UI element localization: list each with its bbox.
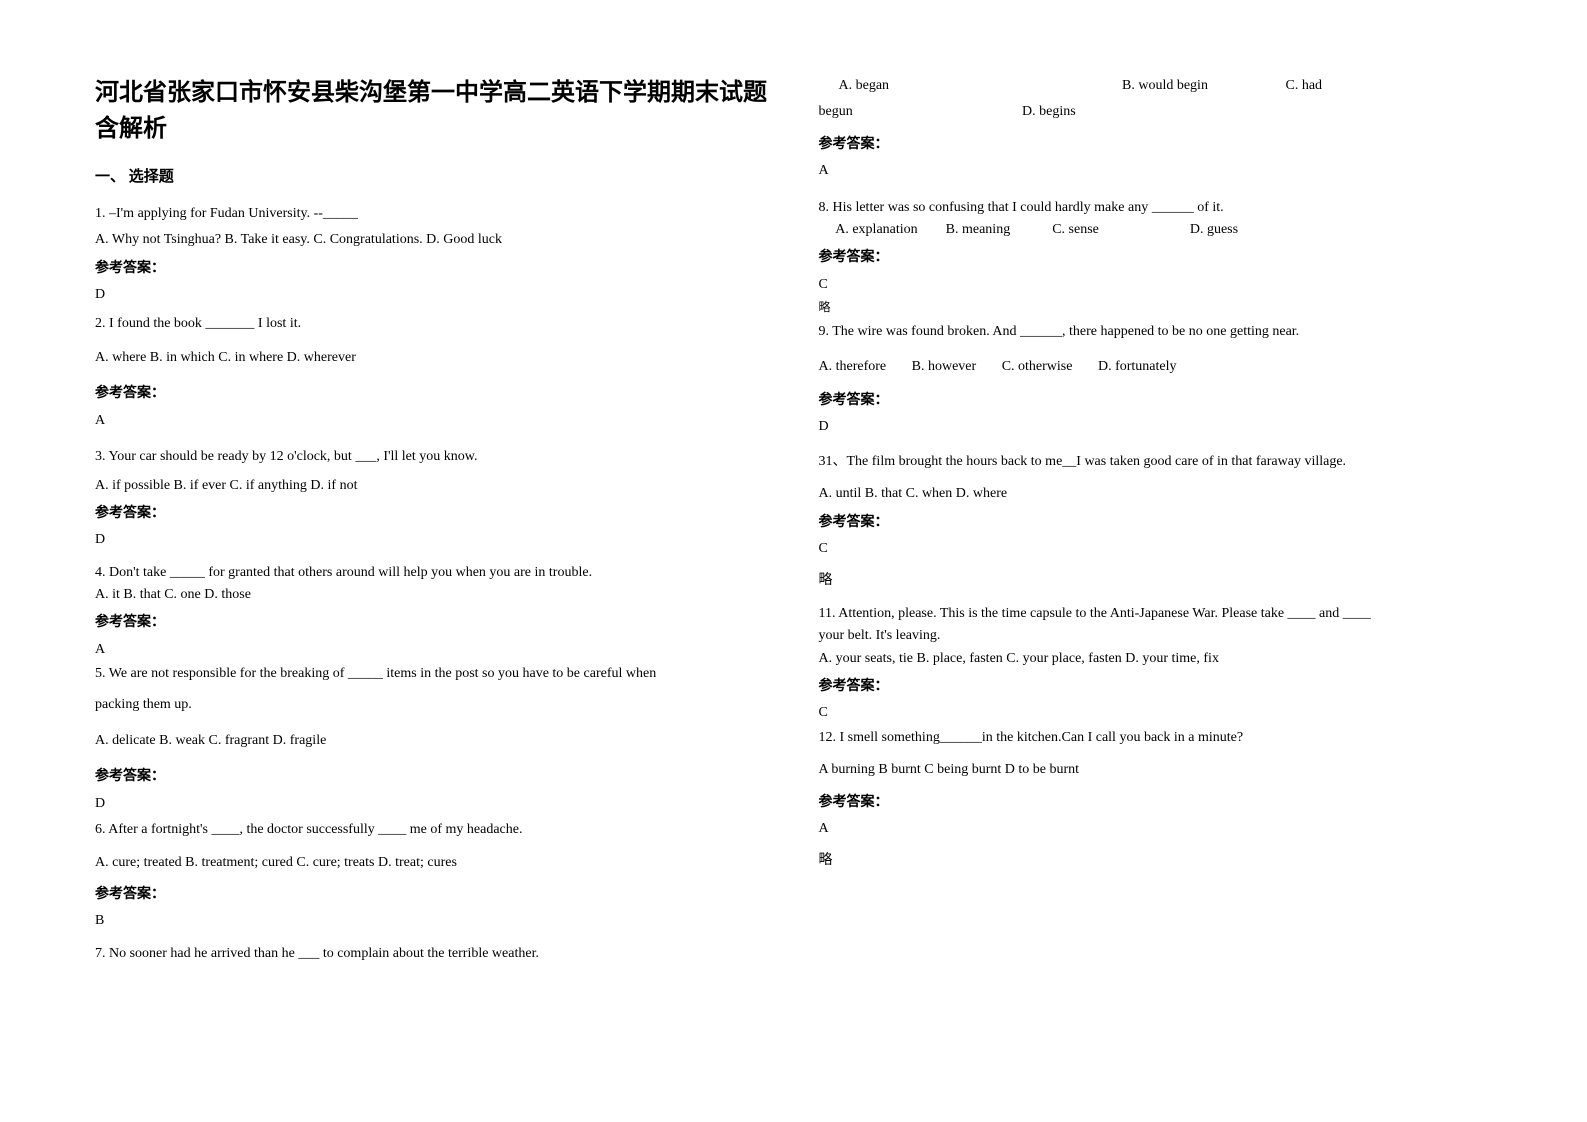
question-5-stem-line2: packing them up.: [95, 694, 769, 716]
question-8-options: A. explanation B. meaning C. sense D. gu…: [819, 219, 1493, 241]
question-11-answer: C: [819, 702, 1493, 724]
question-7-opt-d: D. begins: [1022, 101, 1076, 123]
question-10-stem: 31、The film brought the hours back to me…: [819, 451, 1493, 473]
question-9-opt-a: A. therefore: [819, 359, 887, 374]
question-7-options-row1: A. began B. would begin C. had: [819, 75, 1493, 97]
question-12-answer: A: [819, 818, 1493, 840]
question-11-stem-line2: your belt. It's leaving.: [819, 625, 1493, 647]
answer-label: 参考答案：: [819, 792, 1493, 814]
question-12-note: 略: [819, 850, 1493, 872]
question-9-opt-d: D. fortunately: [1098, 359, 1177, 374]
question-3-answer: D: [95, 529, 769, 551]
answer-label: 参考答案：: [95, 258, 769, 280]
question-9-options: A. therefore B. however C. otherwise D. …: [819, 356, 1493, 378]
question-4-stem: 4. Don't take _____ for granted that oth…: [95, 562, 769, 584]
question-9-answer: D: [819, 416, 1493, 438]
question-12-options: A burning B burnt C being burnt D to be …: [819, 759, 1493, 781]
answer-label: 参考答案：: [819, 512, 1493, 534]
question-2-options: A. where B. in which C. in where D. wher…: [95, 347, 769, 369]
question-3-stem: 3. Your car should be ready by 12 o'cloc…: [95, 446, 769, 468]
answer-label: 参考答案：: [819, 676, 1493, 698]
question-8-note: 略: [819, 298, 1493, 317]
answer-label: 参考答案：: [95, 884, 769, 906]
answer-label: 参考答案：: [95, 503, 769, 525]
question-7-opt-b: B. would begin: [1122, 75, 1282, 97]
question-6-stem: 6. After a fortnight's ____, the doctor …: [95, 819, 769, 841]
answer-label: 参考答案：: [95, 383, 769, 405]
document-page: 河北省张家口市怀安县柴沟堡第一中学高二英语下学期期末试题含解析 一、 选择题 1…: [0, 0, 1587, 1009]
question-2-answer: A: [95, 410, 769, 432]
question-7-options-row2: begun D. begins: [819, 101, 1493, 123]
question-7-stem: 7. No sooner had he arrived than he ___ …: [95, 943, 769, 965]
answer-label: 参考答案：: [95, 766, 769, 788]
section-heading: 一、 选择题: [95, 165, 769, 189]
question-8-answer: C: [819, 274, 1493, 296]
question-12-stem: 12. I smell something______in the kitche…: [819, 727, 1493, 749]
question-10-note: 略: [819, 570, 1493, 592]
question-4-answer: A: [95, 639, 769, 661]
question-10-options: A. until B. that C. when D. where: [819, 483, 1493, 505]
question-3-options: A. if possible B. if ever C. if anything…: [95, 475, 769, 497]
question-1-answer: D: [95, 284, 769, 306]
question-11-stem-line1: 11. Attention, please. This is the time …: [819, 603, 1493, 625]
document-title: 河北省张家口市怀安县柴沟堡第一中学高二英语下学期期末试题含解析: [95, 75, 769, 147]
question-2-stem: 2. I found the book _______ I lost it.: [95, 313, 769, 335]
question-11-options: A. your seats, tie B. place, fasten C. y…: [819, 648, 1493, 670]
question-6-answer: B: [95, 910, 769, 932]
question-1-stem: 1. –I'm applying for Fudan University. -…: [95, 203, 769, 225]
question-7-opt-a: A. began: [819, 75, 1119, 97]
answer-label: 参考答案：: [95, 612, 769, 634]
answer-label: 参考答案：: [819, 134, 1493, 156]
question-7-cont: begun: [819, 101, 1019, 123]
question-5-options: A. delicate B. weak C. fragrant D. fragi…: [95, 730, 769, 752]
question-5-stem-line1: 5. We are not responsible for the breaki…: [95, 663, 769, 685]
question-10-answer: C: [819, 538, 1493, 560]
question-6-options: A. cure; treated B. treatment; cured C. …: [95, 852, 769, 874]
question-7-opt-c: C. had: [1286, 75, 1323, 97]
answer-label: 参考答案：: [819, 390, 1493, 412]
question-4-options: A. it B. that C. one D. those: [95, 584, 769, 606]
question-9-opt-b: B. however: [912, 359, 977, 374]
question-9-opt-c: C. otherwise: [1002, 359, 1073, 374]
question-5-answer: D: [95, 793, 769, 815]
question-8-stem: 8. His letter was so confusing that I co…: [819, 197, 1493, 219]
question-9-stem: 9. The wire was found broken. And ______…: [819, 321, 1493, 343]
left-column: 河北省张家口市怀安县柴沟堡第一中学高二英语下学期期末试题含解析 一、 选择题 1…: [95, 75, 769, 969]
question-1-options: A. Why not Tsinghua? B. Take it easy. C.…: [95, 229, 769, 251]
answer-label: 参考答案：: [819, 247, 1493, 269]
question-7-answer: A: [819, 160, 1493, 182]
right-column: A. began B. would begin C. had begun D. …: [819, 75, 1493, 969]
